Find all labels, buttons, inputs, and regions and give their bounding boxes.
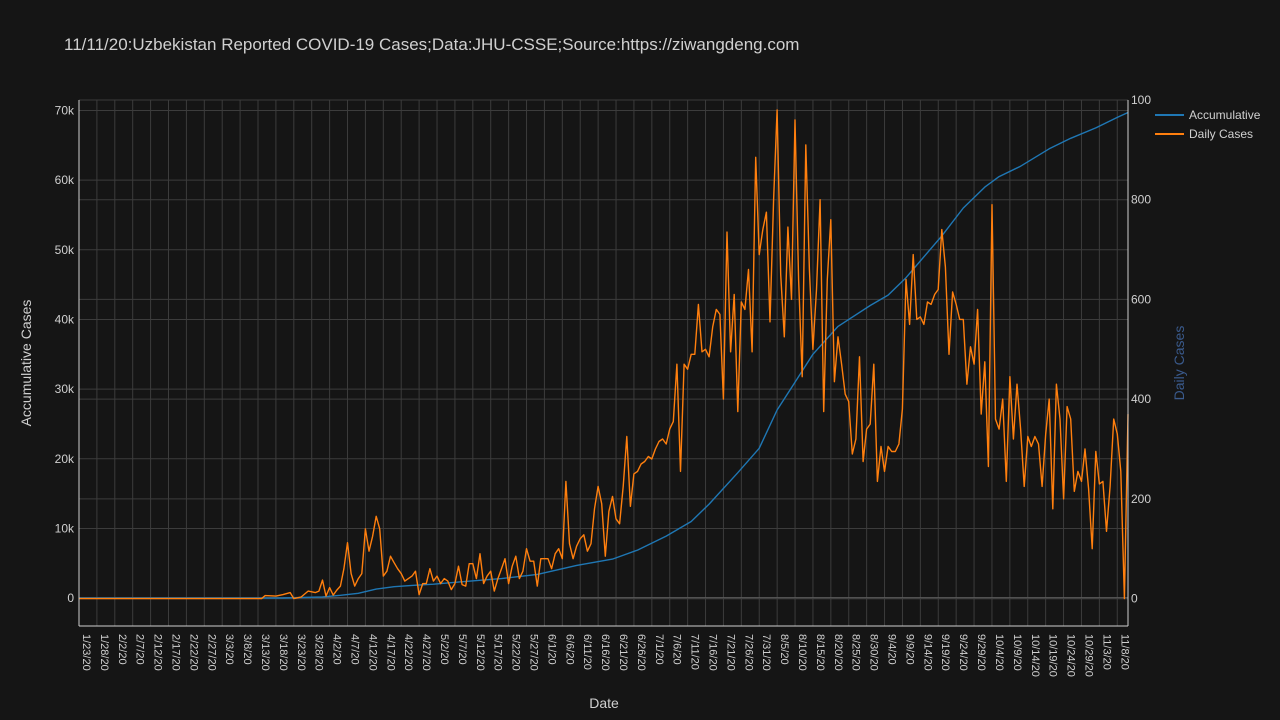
y-right-tick-label: 400 xyxy=(1131,392,1151,406)
x-tick-label: 2/22/20 xyxy=(187,634,199,671)
x-tick-label: 9/4/20 xyxy=(886,634,898,665)
x-tick-label: 8/5/20 xyxy=(778,634,790,665)
x-tick-label: 11/3/20 xyxy=(1100,634,1112,670)
x-tick-label: 7/1/20 xyxy=(653,634,665,665)
y-left-tick-label: 10k xyxy=(55,521,75,535)
y-axis-right-title: Daily Cases xyxy=(1171,326,1187,401)
x-tick-label: 5/27/20 xyxy=(528,634,540,671)
x-tick-label: 3/28/20 xyxy=(313,634,325,671)
x-tick-label: 6/6/20 xyxy=(563,634,575,665)
series-layer xyxy=(79,109,1129,600)
x-tick-label: 2/2/20 xyxy=(116,634,128,665)
x-tick-label: 3/3/20 xyxy=(223,634,235,665)
x-tick-label: 3/13/20 xyxy=(259,634,271,671)
y-axis-left-title: Accumulative Cases xyxy=(18,300,34,427)
x-tick-label: 10/24/20 xyxy=(1065,634,1077,677)
x-tick-label: 5/2/20 xyxy=(438,634,450,665)
x-tick-label: 9/29/20 xyxy=(975,634,987,671)
x-tick-label: 4/22/20 xyxy=(402,634,414,671)
x-tick-label: 2/27/20 xyxy=(205,634,217,671)
x-tick-label: 1/23/20 xyxy=(80,634,92,671)
x-tick-label: 4/12/20 xyxy=(366,634,378,671)
x-tick-label: 2/12/20 xyxy=(152,634,164,671)
x-tick-label: 4/17/20 xyxy=(384,634,396,671)
x-tick-label: 6/11/20 xyxy=(581,634,593,670)
y-left-tick-label: 70k xyxy=(55,103,75,117)
daily-cases-line xyxy=(79,109,1129,600)
x-tick-label: 4/2/20 xyxy=(331,634,343,665)
x-axis-title: Date xyxy=(589,695,619,711)
x-tick-label: 6/26/20 xyxy=(635,634,647,671)
y-left-tick-label: 60k xyxy=(55,173,75,187)
x-tick-label: 10/19/20 xyxy=(1047,634,1059,677)
x-tick-label: 3/8/20 xyxy=(241,634,253,665)
y-right-tick-label: 100 xyxy=(1131,93,1151,107)
x-tick-label: 9/14/20 xyxy=(921,634,933,671)
x-tick-label: 5/17/20 xyxy=(492,634,504,671)
x-tick-label: 10/4/20 xyxy=(993,634,1005,671)
axis-layer: 1/23/20 1/28/20 2/2/20 2/7/20 2/12/20 2/17/20… xyxy=(55,93,1152,677)
x-tick-label: 9/24/20 xyxy=(957,634,969,671)
legend: Accumulative Daily Cases xyxy=(1155,108,1261,141)
y-right-tick-label: 800 xyxy=(1131,193,1151,207)
x-tick-label: 6/21/20 xyxy=(617,634,629,671)
x-tick-label: 10/9/20 xyxy=(1011,634,1023,671)
x-tick-label: 10/29/20 xyxy=(1082,634,1094,677)
x-tick-label: 5/7/20 xyxy=(456,634,468,665)
x-tick-label: 7/21/20 xyxy=(724,634,736,671)
y-left-tick-label: 50k xyxy=(55,243,75,257)
x-tick-label: 1/28/20 xyxy=(98,634,110,671)
x-tick-label: 7/16/20 xyxy=(707,634,719,671)
accumulative-line xyxy=(79,111,1129,599)
x-tick-label: 4/7/20 xyxy=(349,634,361,665)
x-tick-label: 9/9/20 xyxy=(903,634,915,665)
x-tick-label: 8/15/20 xyxy=(814,634,826,671)
y-left-tick-label: 30k xyxy=(55,382,75,396)
x-tick-label: 7/11/20 xyxy=(689,634,701,670)
y-right-tick-label: 0 xyxy=(1131,592,1138,606)
x-tick-label: 4/27/20 xyxy=(420,634,432,671)
grid-layer xyxy=(78,99,1128,626)
y-left-tick-label: 0 xyxy=(67,591,74,605)
y-right-tick-label: 600 xyxy=(1131,292,1151,306)
x-tick-label: 6/16/20 xyxy=(599,634,611,671)
x-tick-label: 3/18/20 xyxy=(277,634,289,671)
x-tick-label: 9/19/20 xyxy=(939,634,951,671)
x-tick-label: 10/14/20 xyxy=(1029,634,1041,677)
x-tick-label: 7/6/20 xyxy=(671,634,683,665)
x-tick-label: 7/26/20 xyxy=(742,634,754,671)
y-left-tick-label: 40k xyxy=(55,312,75,326)
x-tick-label: 8/30/20 xyxy=(868,634,880,671)
x-tick-label: 6/1/20 xyxy=(545,634,557,665)
x-tick-label: 8/20/20 xyxy=(832,634,844,671)
x-tick-label: 5/22/20 xyxy=(510,634,522,671)
x-tick-label: 5/12/20 xyxy=(474,634,486,671)
x-tick-label: 3/23/20 xyxy=(295,634,307,671)
x-tick-label: 7/31/20 xyxy=(760,634,772,671)
x-tick-label: 11/8/20 xyxy=(1118,634,1130,670)
x-tick-label: 8/25/20 xyxy=(850,634,862,671)
x-tick-label: 2/7/20 xyxy=(134,634,146,665)
chart-title: 11/11/20:Uzbekistan Reported COVID-19 Ca… xyxy=(64,35,799,54)
legend-accumulative-label: Accumulative xyxy=(1189,108,1261,122)
y-left-tick-label: 20k xyxy=(55,452,75,466)
y-right-tick-label: 200 xyxy=(1131,492,1151,506)
x-tick-label: 2/17/20 xyxy=(170,634,182,671)
x-tick-label: 8/10/20 xyxy=(796,634,808,671)
legend-daily-label: Daily Cases xyxy=(1189,127,1253,141)
